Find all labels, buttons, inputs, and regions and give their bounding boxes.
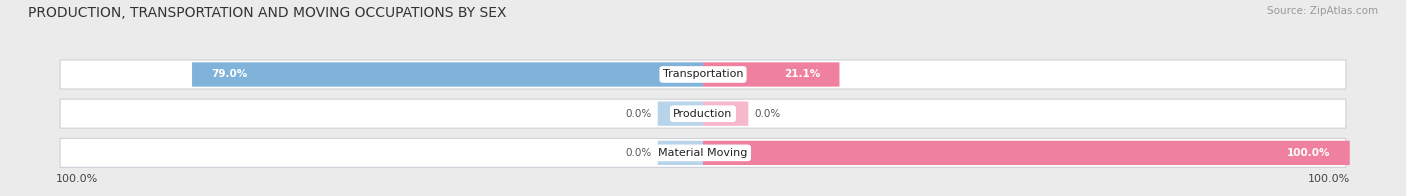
- Text: 79.0%: 79.0%: [211, 69, 247, 80]
- FancyBboxPatch shape: [60, 138, 1346, 167]
- Text: Material Moving: Material Moving: [658, 148, 748, 158]
- Text: 0.0%: 0.0%: [755, 109, 780, 119]
- FancyBboxPatch shape: [703, 102, 748, 126]
- Text: 100.0%: 100.0%: [56, 174, 98, 184]
- FancyBboxPatch shape: [60, 60, 1346, 89]
- Text: PRODUCTION, TRANSPORTATION AND MOVING OCCUPATIONS BY SEX: PRODUCTION, TRANSPORTATION AND MOVING OC…: [28, 6, 506, 20]
- Text: 100.0%: 100.0%: [1286, 148, 1330, 158]
- Text: Transportation: Transportation: [662, 69, 744, 80]
- FancyBboxPatch shape: [658, 102, 703, 126]
- Text: Source: ZipAtlas.com: Source: ZipAtlas.com: [1267, 6, 1378, 16]
- Text: 100.0%: 100.0%: [1308, 174, 1350, 184]
- FancyBboxPatch shape: [658, 141, 703, 165]
- FancyBboxPatch shape: [703, 62, 839, 87]
- Text: 0.0%: 0.0%: [626, 109, 651, 119]
- Text: 0.0%: 0.0%: [626, 148, 651, 158]
- Text: 21.1%: 21.1%: [783, 69, 820, 80]
- FancyBboxPatch shape: [60, 99, 1346, 128]
- Text: Production: Production: [673, 109, 733, 119]
- FancyBboxPatch shape: [193, 62, 703, 87]
- FancyBboxPatch shape: [703, 141, 1350, 165]
